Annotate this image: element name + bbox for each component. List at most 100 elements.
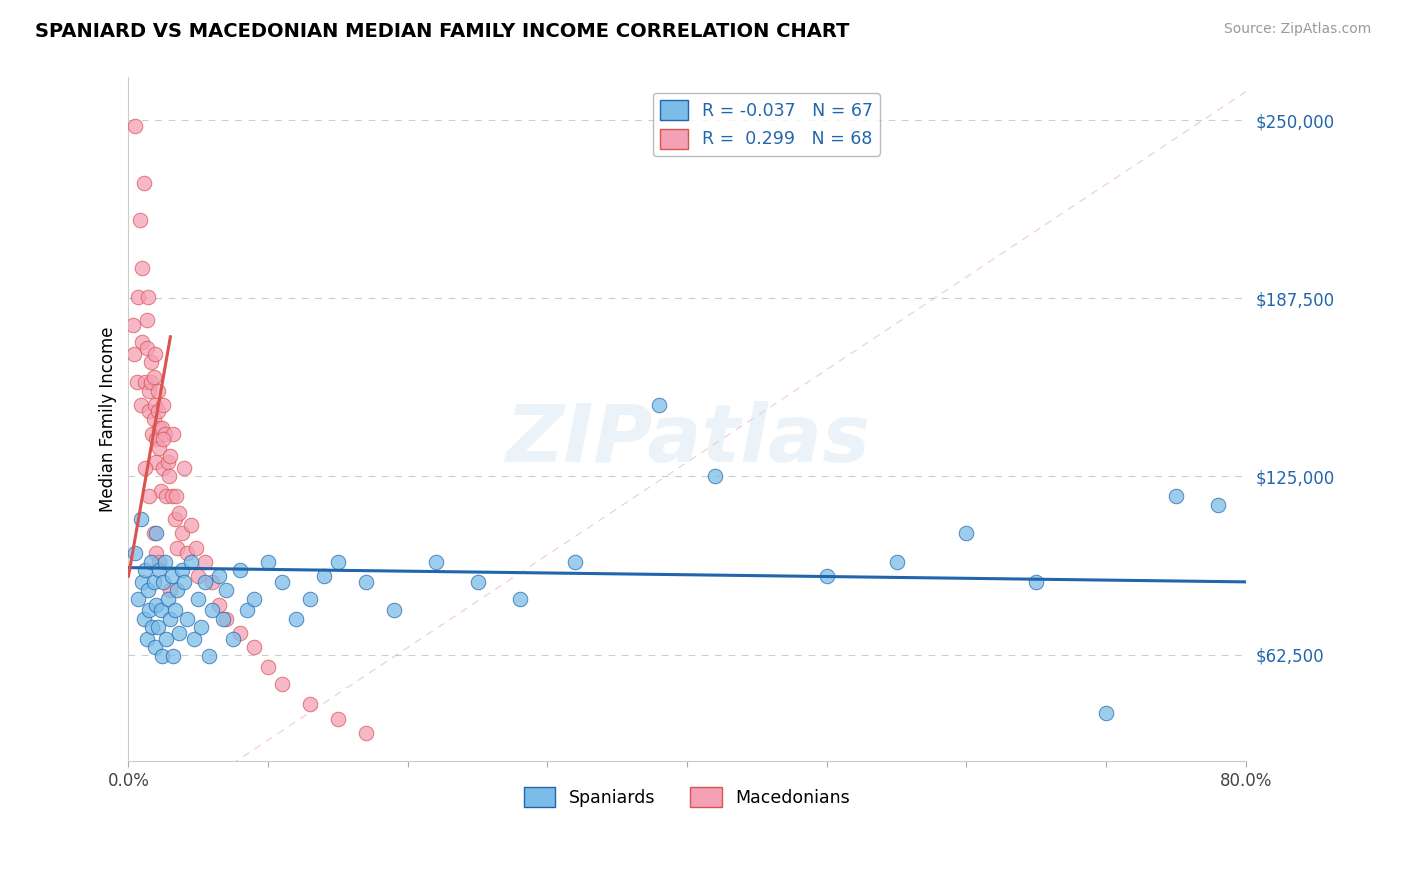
Macedonians: [180, 517, 202, 532]
Spaniards: [312, 569, 335, 583]
Spaniards: [183, 632, 205, 646]
Macedonians: [157, 469, 180, 483]
Spaniards: [815, 569, 838, 583]
Spaniards: [145, 598, 167, 612]
Macedonians: [184, 541, 207, 555]
Macedonians: [146, 384, 169, 398]
Macedonians: [148, 555, 170, 569]
Spaniards: [129, 512, 152, 526]
Macedonians: [141, 426, 163, 441]
Macedonians: [148, 441, 170, 455]
Spaniards: [146, 620, 169, 634]
Spaniards: [180, 555, 202, 569]
Macedonians: [152, 433, 174, 447]
Macedonians: [139, 355, 162, 369]
Spaniards: [163, 603, 186, 617]
Macedonians: [146, 404, 169, 418]
Macedonians: [128, 213, 150, 227]
Macedonians: [243, 640, 266, 655]
Spaniards: [299, 592, 322, 607]
Spaniards: [152, 574, 174, 589]
Macedonians: [142, 369, 165, 384]
Spaniards: [176, 612, 198, 626]
Macedonians: [143, 347, 166, 361]
Spaniards: [148, 564, 170, 578]
Y-axis label: Median Family Income: Median Family Income: [100, 326, 117, 512]
Macedonians: [142, 412, 165, 426]
Macedonians: [135, 341, 157, 355]
Macedonians: [145, 546, 167, 560]
Spaniards: [124, 546, 146, 560]
Macedonians: [166, 541, 188, 555]
Spaniards: [135, 632, 157, 646]
Macedonians: [165, 489, 187, 503]
Macedonians: [121, 318, 143, 333]
Spaniards: [190, 620, 212, 634]
Spaniards: [145, 526, 167, 541]
Spaniards: [143, 640, 166, 655]
Spaniards: [1206, 498, 1229, 512]
Spaniards: [271, 574, 294, 589]
Spaniards: [1095, 706, 1118, 720]
Macedonians: [149, 483, 172, 498]
Macedonians: [145, 455, 167, 469]
Macedonians: [145, 433, 167, 447]
Macedonians: [155, 489, 177, 503]
Spaniards: [156, 592, 179, 607]
Spaniards: [236, 603, 259, 617]
Macedonians: [138, 489, 160, 503]
Spaniards: [955, 526, 977, 541]
Macedonians: [135, 312, 157, 326]
Spaniards: [257, 555, 280, 569]
Spaniards: [138, 603, 160, 617]
Macedonians: [170, 526, 193, 541]
Macedonians: [215, 612, 238, 626]
Macedonians: [201, 574, 224, 589]
Spaniards: [212, 612, 235, 626]
Macedonians: [134, 376, 156, 390]
Text: ZIPatlas: ZIPatlas: [505, 401, 870, 479]
Macedonians: [148, 421, 170, 435]
Spaniards: [648, 398, 671, 412]
Spaniards: [136, 583, 159, 598]
Spaniards: [194, 574, 217, 589]
Spaniards: [142, 574, 165, 589]
Macedonians: [136, 290, 159, 304]
Macedonians: [129, 398, 152, 412]
Macedonians: [132, 176, 155, 190]
Legend: Spaniards, Macedonians: Spaniards, Macedonians: [517, 780, 858, 814]
Spaniards: [149, 603, 172, 617]
Macedonians: [176, 546, 198, 560]
Spaniards: [162, 648, 184, 663]
Text: SPANIARD VS MACEDONIAN MEDIAN FAMILY INCOME CORRELATION CHART: SPANIARD VS MACEDONIAN MEDIAN FAMILY INC…: [35, 22, 849, 41]
Macedonians: [142, 526, 165, 541]
Spaniards: [160, 569, 183, 583]
Macedonians: [167, 507, 190, 521]
Macedonians: [163, 512, 186, 526]
Spaniards: [173, 574, 195, 589]
Spaniards: [1164, 489, 1187, 503]
Spaniards: [170, 564, 193, 578]
Spaniards: [382, 603, 405, 617]
Macedonians: [159, 583, 181, 598]
Spaniards: [187, 592, 209, 607]
Macedonians: [194, 555, 217, 569]
Spaniards: [134, 564, 156, 578]
Spaniards: [139, 555, 162, 569]
Macedonians: [138, 404, 160, 418]
Macedonians: [127, 290, 149, 304]
Spaniards: [1025, 574, 1047, 589]
Spaniards: [166, 583, 188, 598]
Spaniards: [141, 620, 163, 634]
Spaniards: [198, 648, 221, 663]
Macedonians: [271, 677, 294, 691]
Text: Source: ZipAtlas.com: Source: ZipAtlas.com: [1223, 22, 1371, 37]
Spaniards: [704, 469, 727, 483]
Spaniards: [509, 592, 531, 607]
Macedonians: [354, 726, 377, 740]
Macedonians: [208, 598, 231, 612]
Macedonians: [143, 398, 166, 412]
Macedonians: [187, 569, 209, 583]
Macedonians: [229, 626, 252, 640]
Spaniards: [132, 612, 155, 626]
